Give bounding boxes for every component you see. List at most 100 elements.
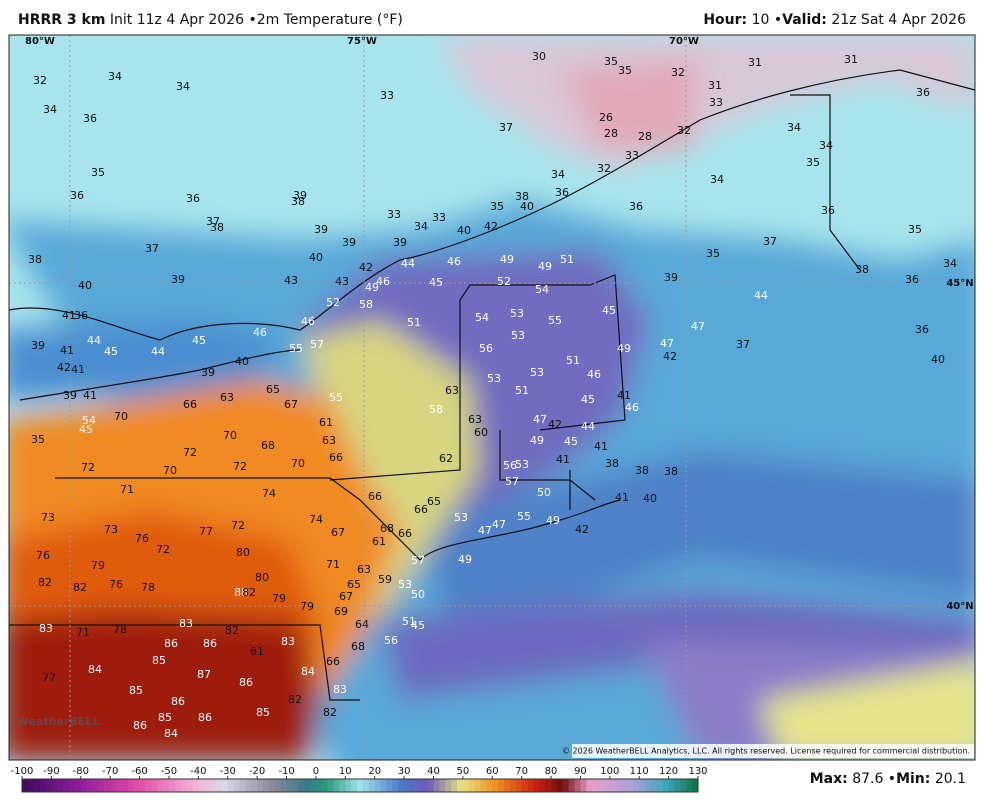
colorbar-segment [492,779,499,792]
colorbar-segment [362,779,370,792]
colorbar-segment [627,779,634,792]
temperature-label: 83 [39,622,53,635]
colorbar-segment [545,779,552,792]
colorbar-segment [227,779,235,792]
field: 2m Temperature (°F) [256,12,403,28]
temperature-label: 42 [548,418,562,431]
temperature-label: 57 [505,475,519,488]
temperature-label: 76 [109,578,123,591]
temperature-label: 34 [943,257,957,270]
colorbar-segment [315,779,323,792]
temperature-label: 35 [604,55,618,68]
colorbar-segment [380,779,387,792]
temperature-label: 82 [73,581,87,594]
temperature-label: 46 [625,401,639,414]
temperature-label: 41 [60,344,74,357]
temperature-label: 65 [427,495,441,508]
temperature-label: 45 [411,619,425,632]
temperature-label: 85 [152,654,166,667]
graticule-label: 70°W [669,36,699,47]
temperature-label: 28 [604,127,618,140]
temperature-label: 57 [310,338,324,351]
colorbar-segment [515,779,523,792]
temperature-label: 46 [253,326,267,339]
temperature-label: 65 [347,578,361,591]
temperature-label: 86 [133,719,147,732]
temperature-label: 36 [916,86,930,99]
colorbar-segment [439,779,446,792]
colorbar-segment [404,779,411,792]
temperature-label: 63 [322,434,336,447]
colorbar-segment [74,779,82,792]
temperature-label: 28 [638,130,652,143]
temperature-label: 58 [429,403,443,416]
colorbar-segment [27,779,35,792]
temperature-label: 45 [104,345,118,358]
temperature-label: 80 [255,571,269,584]
temperature-label: 52 [326,296,340,309]
colorbar-tick-label: 0 [313,766,319,777]
temperature-label: 49 [538,260,552,273]
temperature-label: 56 [384,634,398,647]
temperature-label: 35 [706,247,720,260]
colorbar-segment [274,779,282,792]
temperature-label: 66 [329,451,343,464]
colorbar-segment [598,779,605,792]
temperature-label: 39 [201,366,215,379]
temperature-label: 35 [908,223,922,236]
colorbar-segment [57,779,64,792]
temperature-label: 40 [309,251,323,264]
temperature-label: 37 [763,235,777,248]
temperature-label: 36 [915,323,929,336]
colorbar-segment [551,779,558,792]
temperature-label: 67 [331,526,345,539]
temperature-label: 77 [42,671,56,684]
colorbar-segment [221,779,229,792]
temperature-label: 39 [31,339,45,352]
temperature-label: 79 [300,600,314,613]
colorbar-segment [668,779,675,792]
temperature-label: 32 [33,74,47,87]
temperature-label: 56 [503,459,517,472]
colorbar-segment [674,779,681,792]
colorbar-segment [333,779,340,792]
temperature-label: 49 [500,253,514,266]
colorbar-segment [345,779,352,792]
temperature-label: 35 [806,156,820,169]
temperature-label: 50 [411,588,425,601]
temperature-label: 33 [625,149,639,162]
temperature-label: 70 [163,464,177,477]
colorbar-tick-label: 60 [486,766,499,777]
colorbar-segment [650,779,658,792]
colorbar-segment [268,779,276,792]
temperature-label: 70 [114,410,128,423]
colorbar-segment [63,779,70,792]
colorbar-segment [168,779,176,792]
colorbar-segment [286,779,293,792]
temperature-label: 26 [599,111,613,124]
colorbar-segment [656,779,664,792]
colorbar-segment [127,779,135,792]
temperature-label: 41 [62,309,76,322]
colorbar-segment [392,779,399,792]
temperature-label: 84 [301,665,315,678]
temperature-label: 42 [575,523,589,536]
colorbar-segment [151,779,158,792]
colorbar-segment [451,779,458,792]
temperature-label: 40 [457,224,471,237]
boundaries [9,69,975,701]
temperature-label: 31 [844,53,858,66]
temperature-label: 36 [555,186,569,199]
temperature-label: 35 [31,433,45,446]
colorbar-segment [104,779,111,792]
temperature-label: 33 [380,89,394,102]
copyright-bg [572,744,974,758]
colorbar-segment [539,779,546,792]
temperature-label: 87 [197,668,211,681]
copyright: © 2026 WeatherBELL Analytics, LLC. All r… [562,747,970,756]
temperature-label: 41 [83,389,97,402]
colorbar-segment [163,779,170,792]
colorbar-tick-label: 130 [688,766,707,777]
